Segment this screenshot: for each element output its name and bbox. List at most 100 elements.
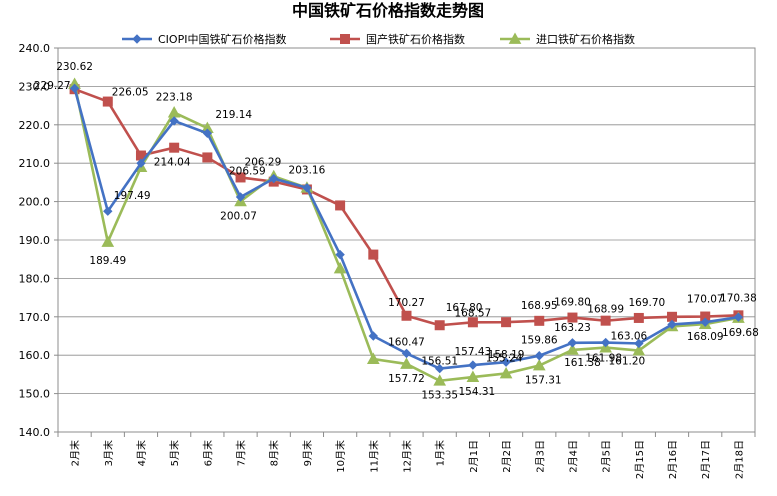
data-point bbox=[466, 370, 480, 382]
y-axis-ticks: 140.0 150.0 160.0 170.0 180.0 190.0 200.0 210.0… bbox=[19, 42, 51, 439]
data-label: 163.23 bbox=[554, 322, 591, 334]
y-tick-label: 200.0 bbox=[19, 196, 51, 209]
data-point bbox=[69, 83, 80, 94]
data-label: 161.98 bbox=[585, 353, 622, 365]
data-label: 219.14 bbox=[215, 109, 252, 121]
data-label: 160.47 bbox=[388, 336, 425, 348]
data-label: 159.86 bbox=[521, 335, 558, 347]
y-tick-label: 170.0 bbox=[19, 311, 51, 324]
data-point bbox=[167, 106, 181, 118]
y-tick-label: 210.0 bbox=[19, 157, 51, 170]
data-label: 168.09 bbox=[687, 331, 724, 343]
data-point bbox=[169, 142, 180, 153]
data-label: 214.04 bbox=[154, 157, 191, 169]
data-label: 168.95 bbox=[521, 300, 558, 312]
data-point bbox=[632, 344, 646, 356]
x-tick-label: 2月15日 bbox=[634, 440, 646, 479]
data-point bbox=[468, 360, 478, 370]
x-tick-label: 2月5日 bbox=[601, 440, 613, 473]
data-point bbox=[235, 192, 246, 202]
x-tick-label: 8月末 bbox=[268, 440, 281, 466]
data-point bbox=[567, 338, 578, 348]
legend-label: 国产铁矿石价格指数 bbox=[366, 32, 465, 46]
data-point bbox=[103, 206, 113, 216]
data-label: 169.80 bbox=[554, 297, 591, 309]
data-point bbox=[700, 317, 710, 327]
data-point bbox=[340, 34, 350, 44]
data-point bbox=[302, 183, 312, 193]
data-label: 161.38 bbox=[564, 357, 601, 369]
x-tick-label: 1月末 bbox=[434, 440, 447, 466]
series-line bbox=[73, 87, 739, 370]
data-label: 157.72 bbox=[388, 373, 425, 385]
data-label: 169.68 bbox=[722, 327, 759, 339]
data-point bbox=[401, 348, 412, 359]
data-label: 157.31 bbox=[525, 375, 562, 387]
data-labels: 197.49160.47156.51157.43158.19159.86163.… bbox=[34, 61, 759, 402]
data-point bbox=[401, 310, 412, 321]
data-point bbox=[202, 128, 213, 138]
data-label: 168.57 bbox=[455, 307, 492, 319]
x-tick-label: 6月末 bbox=[201, 440, 214, 466]
data-label: 155.24 bbox=[486, 352, 523, 364]
data-label: 200.07 bbox=[220, 210, 257, 222]
legend-label: 进口铁矿石价格指数 bbox=[536, 32, 635, 46]
data-label: 163.06 bbox=[610, 330, 647, 342]
x-tick-label: 2月18日 bbox=[733, 440, 745, 479]
data-point bbox=[366, 352, 380, 364]
data-label: 226.05 bbox=[112, 87, 149, 99]
data-label: 223.18 bbox=[156, 92, 193, 104]
data-label: 189.49 bbox=[89, 255, 126, 267]
data-point bbox=[333, 261, 347, 274]
data-point bbox=[335, 249, 345, 260]
data-label: 169.70 bbox=[628, 297, 665, 309]
data-point bbox=[433, 374, 447, 386]
data-point bbox=[136, 158, 146, 168]
data-point bbox=[600, 337, 611, 348]
y-tick-label: 230.0 bbox=[19, 80, 51, 93]
data-label: 230.62 bbox=[56, 61, 93, 73]
data-point bbox=[600, 315, 611, 326]
x-tick-label: 4月末 bbox=[135, 440, 148, 466]
data-point bbox=[434, 320, 445, 331]
data-label: 170.27 bbox=[388, 297, 425, 309]
data-point bbox=[534, 351, 544, 361]
x-tick-label: 2月1日 bbox=[468, 440, 480, 473]
data-label: 153.35 bbox=[421, 390, 458, 402]
legend: CIOPI中国铁矿石价格指数 国产铁矿石价格指数 进口铁矿石价格指数 bbox=[122, 32, 635, 46]
data-point bbox=[400, 357, 413, 369]
x-tick-label: 2月16日 bbox=[667, 440, 679, 479]
data-label: 156.51 bbox=[421, 356, 458, 368]
data-label: 168.99 bbox=[587, 304, 624, 316]
x-tick-label: 2月2日 bbox=[501, 440, 513, 473]
data-label: 206.59 bbox=[229, 165, 266, 177]
data-label: 167.80 bbox=[446, 302, 483, 314]
data-point bbox=[633, 312, 644, 323]
data-label: 158.19 bbox=[488, 349, 525, 361]
data-point bbox=[667, 319, 677, 330]
x-tick-label: 11月末 bbox=[367, 440, 380, 473]
data-point bbox=[269, 173, 279, 184]
data-point bbox=[566, 343, 579, 355]
x-tick-label: 7月末 bbox=[235, 440, 248, 466]
data-label: 154.31 bbox=[459, 386, 496, 398]
data-point bbox=[235, 172, 246, 183]
data-point bbox=[499, 366, 513, 379]
data-point bbox=[501, 317, 512, 328]
x-tick-label: 10月末 bbox=[334, 440, 347, 473]
chart-title: 中国铁矿石价格指数走势图 bbox=[292, 1, 484, 20]
x-tick-label: 3月末 bbox=[102, 440, 115, 466]
x-tick-label: 2月4日 bbox=[567, 440, 579, 473]
data-label: 206.29 bbox=[245, 156, 282, 168]
data-point bbox=[102, 96, 113, 107]
y-tick-label: 160.0 bbox=[19, 349, 51, 362]
y-tick-label: 140.0 bbox=[19, 426, 51, 439]
data-point bbox=[733, 312, 744, 322]
x-tick-label: 9月末 bbox=[301, 440, 314, 466]
data-label: 161.20 bbox=[608, 356, 645, 368]
data-label: 170.07 bbox=[687, 294, 724, 306]
data-point bbox=[634, 338, 644, 349]
data-point bbox=[534, 315, 545, 326]
data-point bbox=[508, 32, 522, 44]
